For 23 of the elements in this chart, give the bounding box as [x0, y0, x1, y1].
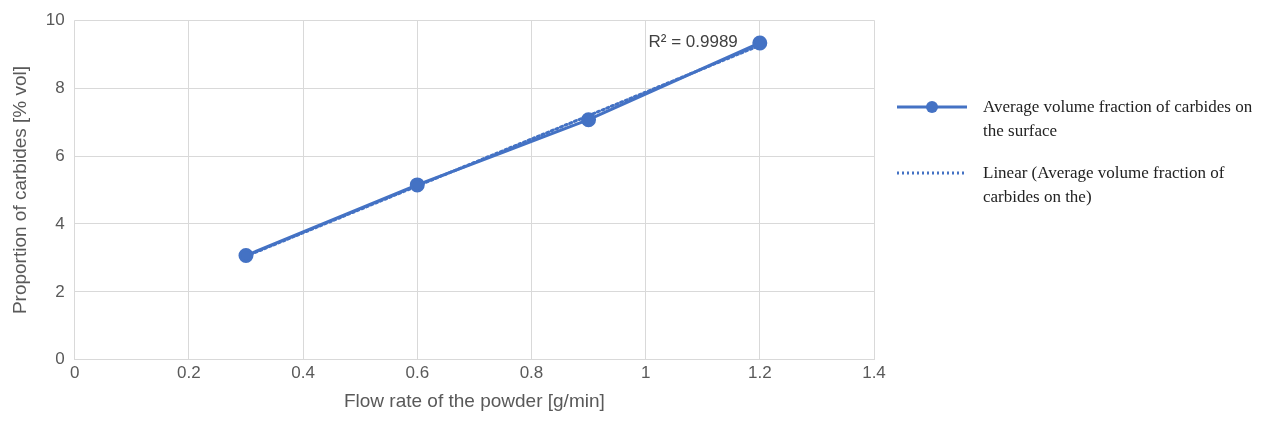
- x-tick-label: 1: [640, 362, 651, 382]
- legend-label: Average volume fraction of carbides on the surface: [983, 96, 1254, 142]
- y-tick-label: 8: [55, 77, 65, 97]
- x-tick-label: 1.4: [862, 362, 886, 382]
- point: [409, 177, 425, 193]
- x-tick-label: 0.6: [405, 362, 430, 382]
- x-tick-label: 0.8: [519, 362, 544, 382]
- x-tick-label: 0: [69, 362, 80, 382]
- y-tick-label: 2: [55, 281, 65, 301]
- annotation: R² = 0.9989: [648, 31, 738, 51]
- point: [752, 35, 768, 51]
- x-tick-label: 1.2: [748, 362, 772, 382]
- x-axis-title: Flow rate of the powder [g/min]: [343, 389, 605, 411]
- y-tick-label: 0: [55, 349, 65, 369]
- y-tick-label: 6: [55, 145, 65, 165]
- y-axis-title: Proportion of carbides [% vol]: [8, 65, 30, 315]
- y-tick-label: 10: [45, 9, 65, 29]
- x-tick-label: 0.4: [291, 362, 315, 382]
- x-tick-label: 0.2: [177, 362, 201, 382]
- point: [581, 112, 597, 128]
- legend-label: Linear (Average volume fraction of carbides on the): [983, 162, 1226, 208]
- y-tick-label: 4: [55, 213, 65, 233]
- point: [238, 248, 254, 264]
